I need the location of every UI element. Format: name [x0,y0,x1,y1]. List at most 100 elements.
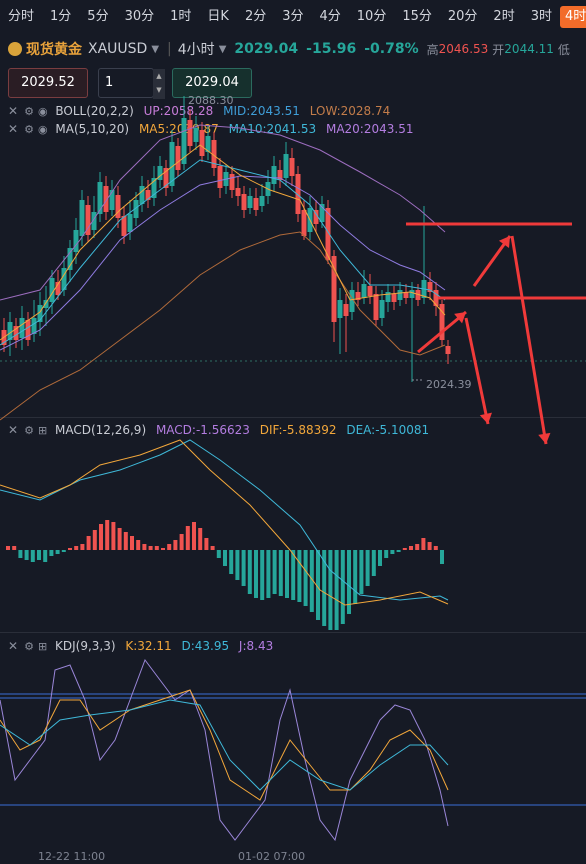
macd-histogram-bar [216,550,221,558]
buy-price-button[interactable]: 2029.04 [172,68,252,98]
candle-body [61,268,67,290]
candle-body [109,190,115,210]
stepper-arrows-icon[interactable]: ▲ ▼ [153,69,165,99]
last-price: 2029.04 [234,41,299,57]
macd-histogram-bar [154,546,159,550]
gear-icon[interactable]: ⚙ [24,123,34,136]
close-icon[interactable]: ✕ [8,423,19,437]
candle-body [67,248,73,270]
eye-icon[interactable]: ◉ [37,105,48,118]
expand-icon[interactable]: ⊞ [37,640,48,653]
arrow-up-icon [417,310,467,354]
macd-histogram-bar [198,528,203,550]
macd-histogram-bar [55,550,60,554]
macd-histogram-bar [61,550,66,552]
candle-body [163,168,169,188]
macd-histogram-bar [68,548,72,550]
timeframe-tab[interactable]: 15分 [402,9,432,24]
ma20-line [0,175,446,351]
candle-body [367,286,373,296]
gold-coin-icon [8,42,22,56]
macd-histogram-bar [92,530,97,550]
high-value: 2046.53 [438,42,489,56]
candle-body [349,290,355,312]
macd-histogram-bar [396,550,401,552]
candle-body [91,212,97,230]
candle-body [19,318,25,338]
timeframe-tab[interactable]: 3时 [530,9,552,24]
macd-histogram-bar [142,544,147,550]
macd-histogram-bar [148,546,153,550]
candle-body [331,256,337,322]
timeframe-tab[interactable]: 分时 [8,9,35,24]
macd-histogram-bar [247,550,252,594]
candle-body [295,174,301,214]
macd-histogram-bar [384,550,389,558]
timeframe-tab[interactable]: 1时 [170,9,192,24]
boll-name: BOLL(20,2,2) [55,104,134,118]
candle-body [115,195,121,218]
timeframe-tab[interactable]: 2分 [244,9,267,24]
candle-body [241,194,247,210]
macd-histogram-bar [322,550,327,626]
arrow-up-icon-head [498,236,510,248]
close-icon[interactable]: ✕ [8,122,19,136]
candle-body [169,142,175,186]
chevron-down-icon[interactable]: ▼ [151,43,160,55]
period-selector[interactable]: 4小时 [177,42,215,58]
arrow-down-icon [464,317,490,425]
ma10-value: MA10:2041.53 [228,122,317,136]
expand-icon[interactable]: ⊞ [37,424,48,437]
gear-icon[interactable]: ⚙ [24,640,34,653]
gear-icon[interactable]: ⚙ [24,105,34,118]
macd-value: MACD:-1.56623 [155,423,250,437]
quantity-stepper[interactable]: 1 ▲ ▼ [98,68,165,99]
dea-value: DEA:-5.10081 [346,423,430,437]
candle-body [373,294,379,320]
eye-icon[interactable]: ◉ [37,123,48,136]
timeframe-tab[interactable]: 1分 [50,9,72,24]
arrow-up-icon-head [454,312,466,324]
timeframe-tab[interactable]: 10分 [356,9,387,24]
low-label: 低 [557,42,570,57]
candle-body [409,290,415,298]
price-change-pct: -0.78% [364,41,419,57]
candle-body [97,182,103,214]
candle-body [355,292,361,300]
candle-body [7,322,13,340]
symbol-code[interactable]: XAUUSD [88,41,148,57]
j-value: J:8.43 [238,639,274,653]
timeframe-tab[interactable]: 4时 [559,6,586,28]
macd-histogram-bar [223,550,227,566]
macd-histogram-bar [123,532,128,550]
kdj-legend: ✕ ⚙ ⊞ KDJ(9,3,3) K:32.11 D:43.95 J:8.43 [8,639,273,653]
sell-price-button[interactable]: 2029.52 [8,68,88,98]
close-icon[interactable]: ✕ [8,639,19,653]
period-chevron-down-icon[interactable]: ▼ [218,43,227,55]
open-value: 2044.11 [504,42,554,56]
timeframe-tab[interactable]: 30分 [124,9,155,24]
pane-divider[interactable] [0,632,586,633]
pane-divider[interactable] [0,417,586,418]
d-value: D:43.95 [181,639,230,653]
ma-legend: ✕ ⚙ ◉ MA(5,10,20) MA5:2039.87 MA10:2041.53… [8,122,413,136]
macd-histogram-bar [210,546,215,550]
close-icon[interactable]: ✕ [8,104,19,118]
timeframe-tab[interactable]: 4分 [319,9,341,24]
macd-histogram-bar [260,550,265,600]
symbol-name[interactable]: 现货黄金 [26,42,82,58]
timeframe-tab[interactable]: 日K [207,9,229,24]
timeframe-tab[interactable]: 20分 [447,9,478,24]
candle-body [121,216,127,236]
macd-histogram-bar [37,550,41,560]
macd-histogram-bar [390,550,395,554]
macd-histogram-bar [316,550,320,620]
gear-icon[interactable]: ⚙ [24,424,34,437]
macd-histogram-bar [353,550,358,604]
timeframe-tab[interactable]: 3分 [282,9,304,24]
timeframe-tab[interactable]: 5分 [87,9,109,24]
order-panel: 2029.52 1 ▲ ▼ 2029.04 [8,68,252,99]
timeframe-tab[interactable]: 2时 [493,9,515,24]
macd-histogram-bar [74,546,79,550]
